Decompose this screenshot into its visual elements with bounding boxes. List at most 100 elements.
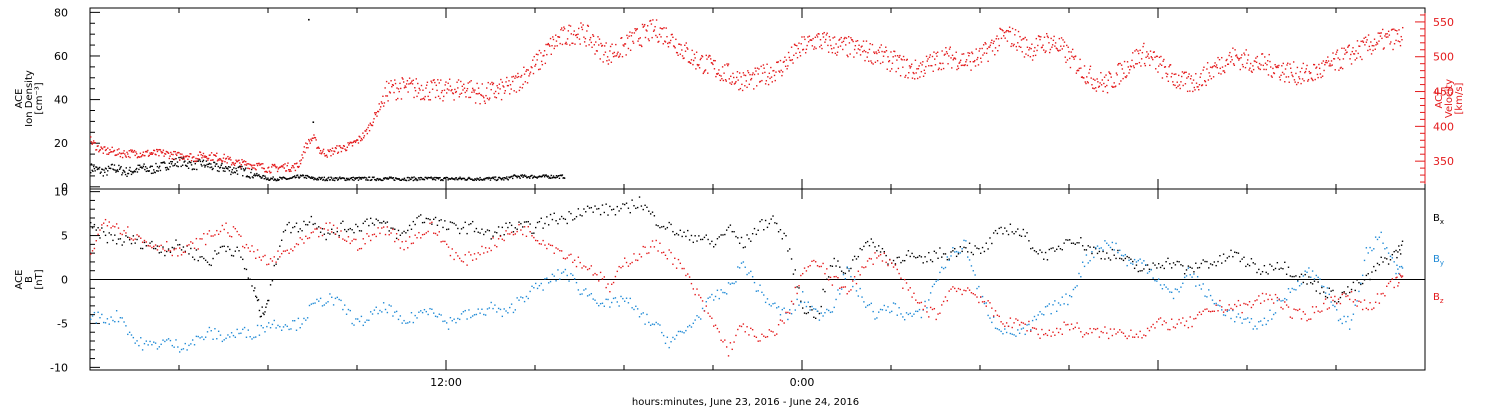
data-point	[873, 51, 875, 53]
data-point	[227, 158, 230, 160]
data-point	[681, 235, 683, 238]
data-point	[483, 96, 485, 99]
data-point	[1251, 71, 1253, 73]
data-point	[549, 37, 552, 40]
data-point	[751, 276, 754, 278]
data-point	[137, 155, 139, 158]
data-point	[1060, 37, 1063, 39]
data-point	[1196, 86, 1198, 88]
data-point	[132, 336, 135, 339]
data-point	[345, 177, 348, 180]
data-point	[104, 146, 106, 148]
data-point	[1113, 249, 1115, 251]
data-point	[462, 311, 465, 313]
data-point	[1210, 77, 1213, 80]
data-point	[805, 48, 808, 51]
data-point	[431, 223, 433, 225]
data-point	[99, 237, 101, 239]
data-point	[303, 317, 305, 320]
data-point	[179, 156, 182, 159]
data-point	[503, 179, 505, 181]
data-point	[1059, 304, 1062, 306]
data-point	[1382, 261, 1384, 263]
data-point	[976, 296, 978, 298]
data-point	[121, 172, 124, 174]
data-point	[1031, 43, 1033, 45]
data-point	[230, 173, 232, 176]
data-point	[476, 177, 478, 180]
data-point	[136, 171, 139, 173]
data-point	[1365, 307, 1368, 309]
data-point	[218, 159, 220, 161]
data-point	[1211, 66, 1213, 69]
data-point	[373, 118, 375, 120]
data-point	[1206, 308, 1208, 310]
data-point	[535, 63, 537, 66]
data-point	[123, 321, 125, 323]
data-point	[115, 170, 118, 172]
data-point	[1265, 293, 1267, 295]
data-point	[748, 83, 750, 86]
data-point	[733, 341, 735, 343]
data-point	[205, 160, 208, 162]
data-point	[1077, 69, 1079, 71]
data-point	[582, 24, 584, 26]
data-point	[700, 57, 702, 60]
data-point	[216, 152, 218, 155]
data-point	[787, 51, 790, 54]
data-point	[467, 82, 469, 84]
data-point	[115, 310, 118, 312]
data-point	[1343, 315, 1345, 318]
data-point	[1015, 230, 1017, 233]
data-point	[816, 36, 819, 38]
data-point	[679, 330, 682, 333]
data-point	[1222, 70, 1224, 72]
data-point	[972, 270, 974, 272]
data-point	[1269, 309, 1271, 311]
data-point	[368, 319, 370, 322]
data-point	[449, 178, 452, 180]
data-point	[436, 224, 439, 227]
data-point	[928, 316, 930, 318]
data-point	[128, 169, 130, 171]
data-point	[786, 68, 788, 70]
data-point	[1049, 48, 1052, 51]
data-point	[518, 221, 520, 223]
data-point	[418, 215, 420, 218]
data-point	[325, 222, 327, 224]
data-point	[536, 177, 538, 179]
data-point	[831, 284, 834, 286]
density-tick-label: 0	[61, 181, 68, 194]
data-point	[681, 267, 683, 270]
data-point	[223, 339, 225, 341]
data-point	[457, 317, 459, 320]
data-point	[1247, 59, 1249, 61]
top-panel-frame	[89, 7, 1426, 190]
data-point	[353, 238, 355, 240]
data-point	[357, 139, 359, 141]
data-point	[763, 335, 765, 337]
data-point	[1387, 252, 1390, 254]
data-point	[592, 34, 594, 36]
data-point	[894, 264, 897, 266]
data-point	[1017, 42, 1019, 44]
data-point	[805, 312, 808, 315]
data-point	[794, 269, 796, 271]
data-point	[535, 176, 538, 179]
data-point	[709, 55, 711, 57]
data-point	[408, 177, 411, 179]
data-point	[1209, 294, 1212, 297]
data-point	[988, 46, 991, 48]
data-point	[1076, 322, 1078, 324]
data-point	[227, 155, 229, 158]
data-point	[199, 256, 201, 258]
data-point	[262, 255, 264, 258]
data-point	[339, 177, 342, 180]
data-point	[992, 232, 995, 234]
data-point	[800, 301, 802, 304]
data-point	[367, 179, 369, 181]
data-point	[695, 51, 698, 53]
data-point	[735, 334, 737, 337]
data-point	[256, 172, 258, 175]
data-point	[1269, 263, 1271, 266]
